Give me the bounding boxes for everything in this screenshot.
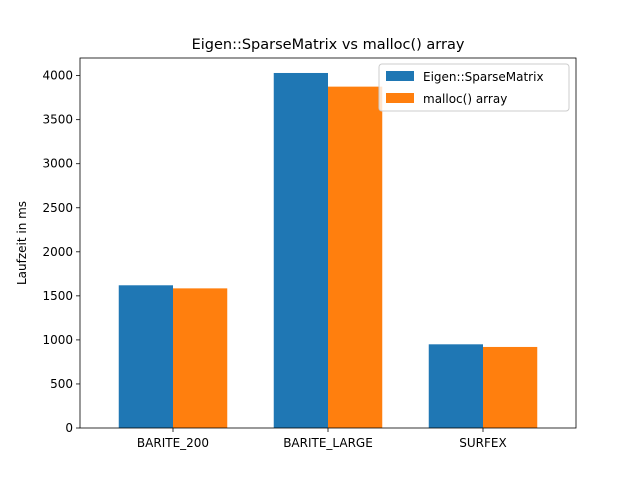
x-tick-label: BARITE_LARGE — [283, 436, 373, 450]
legend-box — [378, 63, 570, 112]
y-tick-label: 1500 — [42, 289, 73, 303]
bar-series2-surfex — [483, 346, 538, 428]
legend-swatch — [386, 93, 414, 103]
y-tick-label: 500 — [50, 377, 73, 391]
chart-title: Eigen::SparseMatrix vs malloc() array — [192, 37, 465, 53]
y-tick-label: 4000 — [42, 69, 73, 83]
y-tick-label: 1000 — [42, 333, 73, 347]
y-tick-label: 3500 — [42, 113, 73, 127]
y-tick-label: 2000 — [42, 245, 73, 259]
y-tick-label: 0 — [65, 421, 73, 435]
y-tick-label: 3000 — [42, 157, 73, 171]
legend-label: malloc() array — [423, 92, 507, 106]
bar-series2-barite-large — [328, 86, 383, 428]
legend-label: Eigen::SparseMatrix — [423, 70, 544, 84]
bar-series1-surfex — [428, 344, 483, 428]
bar-series2-barite-200 — [173, 288, 228, 428]
axes-layer: 0 500 1000 1500 2000 2500 3000 3500 4000 BARITE_2… — [42, 57, 577, 450]
bar-series1-barite-200 — [118, 285, 173, 428]
y-axis-label: Laufzeit in ms — [15, 201, 29, 285]
bar-series1-barite-large — [273, 72, 328, 428]
bars-layer — [118, 72, 538, 428]
x-tick-label: BARITE_200 — [137, 436, 209, 450]
x-tick-label: SURFEX — [459, 436, 506, 450]
y-tick-label: 2500 — [42, 201, 73, 215]
legend-swatch — [386, 71, 414, 81]
